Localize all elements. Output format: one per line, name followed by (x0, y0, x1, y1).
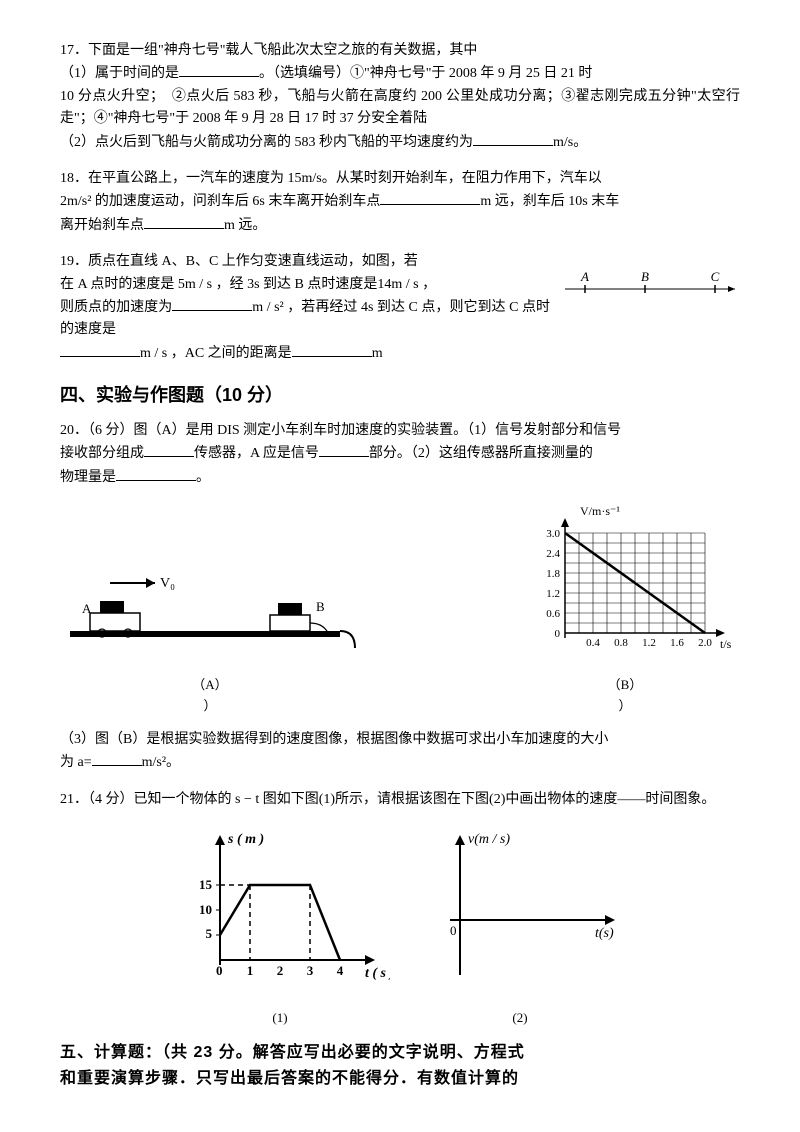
svg-text:3.0: 3.0 (546, 528, 560, 540)
q18-num: 18． (60, 171, 88, 186)
figA-label-B: B (316, 599, 325, 614)
blank-20-3[interactable] (116, 466, 196, 481)
q20-l2b: 传感器，A 应是信号 (194, 446, 319, 461)
blank-17-2[interactable] (473, 131, 553, 146)
svg-text:1.6: 1.6 (670, 637, 684, 649)
q17-l4b: m/s。 (553, 135, 587, 150)
svg-text:0: 0 (555, 628, 561, 640)
figA-label-A: A (82, 601, 92, 616)
abc-line-diagram: A B C (560, 267, 740, 297)
question-17: 17．下面是一组"神舟七号"载人飞船此次太空之旅的有关数据，其中 （1）属于时间… (60, 40, 740, 154)
svg-text:0.6: 0.6 (546, 608, 560, 620)
q18-l3b: m 远。 (224, 218, 266, 233)
question-20: 20．（6 分）图（A）是用 DIS 测定小车刹车时加速度的实验装置。（1）信号… (60, 420, 740, 489)
blank-20-1[interactable] (144, 442, 194, 457)
q20-l3b: 。 (196, 470, 210, 485)
q20-part3: （3）图（B）是根据实验数据得到的速度图像，根据图像中数据可求出小车加速度的大小… (60, 729, 740, 775)
q19-l2: 在 A 点时的速度是 5m / s ，经 3s 到达 B 点时速度是14m / … (60, 277, 436, 292)
q20-l2a: 接收部分组成 (60, 446, 144, 461)
q18-l2a: 2m/s² 的加速度运动，问刹车后 6s 末车离开始刹车点 (60, 194, 380, 209)
q17-num: 17． (60, 43, 88, 58)
blank-19-3[interactable] (292, 342, 372, 357)
svg-text:1: 1 (247, 963, 254, 978)
label-C: C (711, 269, 720, 284)
blank-18-1[interactable] (380, 190, 480, 205)
q19-l1: 质点在直线 A、B、C 上作匀变速直线运动，如图，若 (88, 254, 418, 269)
vt-chart: V/m·s⁻¹ t/s (510, 503, 740, 663)
blank-18-2[interactable] (144, 214, 224, 229)
q17-l4a: （2）点火后到飞船与火箭成功分离的 583 秒内飞船的平均速度约为 (60, 135, 473, 150)
svg-text:0.8: 0.8 (614, 637, 628, 649)
blank-17-1[interactable] (179, 62, 259, 77)
q20-figures: A V₀ B （A）） V/m·s⁻¹ t/s (60, 503, 740, 717)
figB-caption: （B）） (510, 675, 740, 717)
q18-l1: 在平直公路上，一汽车的速度为 15m/s。从某时刻开始刹车，在阻力作用下，汽车以 (88, 171, 602, 186)
blank-19-2[interactable] (60, 342, 140, 357)
q20-l2c: 部分。（2）这组传感器所直接测量的 (369, 446, 593, 461)
q18-l3a: 离开始刹车点 (60, 218, 144, 233)
fig21-2-caption: (2) (410, 1008, 630, 1029)
blank-19-1[interactable] (172, 296, 252, 311)
st-ylabel: s ( m ) (227, 832, 264, 847)
fig21-1-caption: (1) (170, 1008, 390, 1029)
vt-blank-chart: v(m / s) t(s) 0 (410, 825, 630, 995)
svg-text:1.8: 1.8 (546, 568, 560, 580)
st-xlabel: t ( s ) (365, 966, 390, 981)
figA-caption: （A）） (60, 675, 360, 717)
question-18: 18．在平直公路上，一汽车的速度为 15m/s。从某时刻开始刹车，在阻力作用下，… (60, 168, 740, 237)
figure-21-2: v(m / s) t(s) 0 (2) (410, 825, 630, 1028)
q21-text: （4 分）已知一个物体的 s − t 图如下图(1)所示，请根据该图在下图(2)… (88, 792, 715, 807)
figure-A: A V₀ B （A）） (60, 553, 360, 717)
svg-text:3: 3 (307, 963, 314, 978)
q21-num: 21． (60, 792, 88, 807)
q20-p3a: （3）图（B）是根据实验数据得到的速度图像，根据图像中数据可求出小车加速度的大小 (60, 732, 608, 747)
q17-l2b: 。（选填编号）①"神舟七号"于 2008 年 9 月 25 日 21 时 (259, 66, 592, 81)
label-B: B (641, 269, 649, 284)
figure-21-1: s ( m ) t ( s ) 15 10 5 0 1 2 3 4 (1) (170, 825, 390, 1028)
q19-l4b: m / s ，AC 之间的距离是 (140, 346, 292, 361)
q20-num: 20． (60, 423, 88, 438)
q17-l3: 10 分点火升空； ②点火后 583 秒，飞船与火箭在高度约 200 公里处成功… (60, 89, 740, 126)
label-A: A (580, 269, 589, 284)
q17-l2a: （1）属于时间的是 (60, 66, 179, 81)
blank-20-2[interactable] (319, 442, 369, 457)
blank-20-4[interactable] (92, 751, 142, 766)
section-5-header: 五、计算题：（共 23 分。解答应写出必要的文字说明、方程式 和重要演算步骤．只… (60, 1040, 740, 1091)
svg-text:0.4: 0.4 (586, 637, 600, 649)
svg-text:0: 0 (216, 963, 223, 978)
q21-figures: s ( m ) t ( s ) 15 10 5 0 1 2 3 4 (1) (60, 825, 740, 1028)
svg-text:2: 2 (277, 963, 284, 978)
q20-l3a: 物理量是 (60, 470, 116, 485)
st-chart: s ( m ) t ( s ) 15 10 5 0 1 2 3 4 (170, 825, 390, 995)
svg-text:1.2: 1.2 (642, 637, 656, 649)
svg-text:15: 15 (199, 877, 213, 892)
q17-l1: 下面是一组"神舟七号"载人飞船此次太空之旅的有关数据，其中 (88, 43, 477, 58)
vt2-origin: 0 (450, 923, 457, 938)
svg-text:4: 4 (337, 963, 344, 978)
vt2-xlabel: t(s) (595, 926, 614, 941)
figure-B: V/m·s⁻¹ t/s (510, 503, 740, 717)
q20-l1: （6 分）图（A）是用 DIS 测定小车刹车时加速度的实验装置。（1）信号发射部… (88, 423, 621, 438)
vt-ylabel: V/m·s⁻¹ (580, 504, 620, 518)
q19-num: 19． (60, 254, 88, 269)
question-21: 21．（4 分）已知一个物体的 s − t 图如下图(1)所示，请根据该图在下图… (60, 789, 740, 811)
q20-p3c: m/s²。 (142, 755, 180, 770)
q18-l2b: m 远，刹车后 10s 末车 (480, 194, 619, 209)
svg-text:1.2: 1.2 (546, 588, 560, 600)
svg-text:2.0: 2.0 (698, 637, 712, 649)
svg-text:10: 10 (199, 902, 212, 917)
figA-v0: V₀ (160, 576, 175, 591)
vt2-ylabel: v(m / s) (468, 832, 510, 847)
q19-l3a: 则质点的加速度为 (60, 300, 172, 315)
question-19: A B C 19．质点在直线 A、B、C 上作匀变速直线运动，如图，若 在 A … (60, 251, 740, 365)
svg-text:5: 5 (206, 926, 213, 941)
svg-text:2.4: 2.4 (546, 548, 560, 560)
vt-xlabel: t/s (720, 637, 732, 651)
q19-l4c: m (372, 346, 383, 361)
q20-p3b: 为 a= (60, 755, 92, 770)
section-4-header: 四、实验与作图题（10 分） (60, 381, 740, 410)
cart-diagram: A V₀ B (60, 553, 360, 663)
